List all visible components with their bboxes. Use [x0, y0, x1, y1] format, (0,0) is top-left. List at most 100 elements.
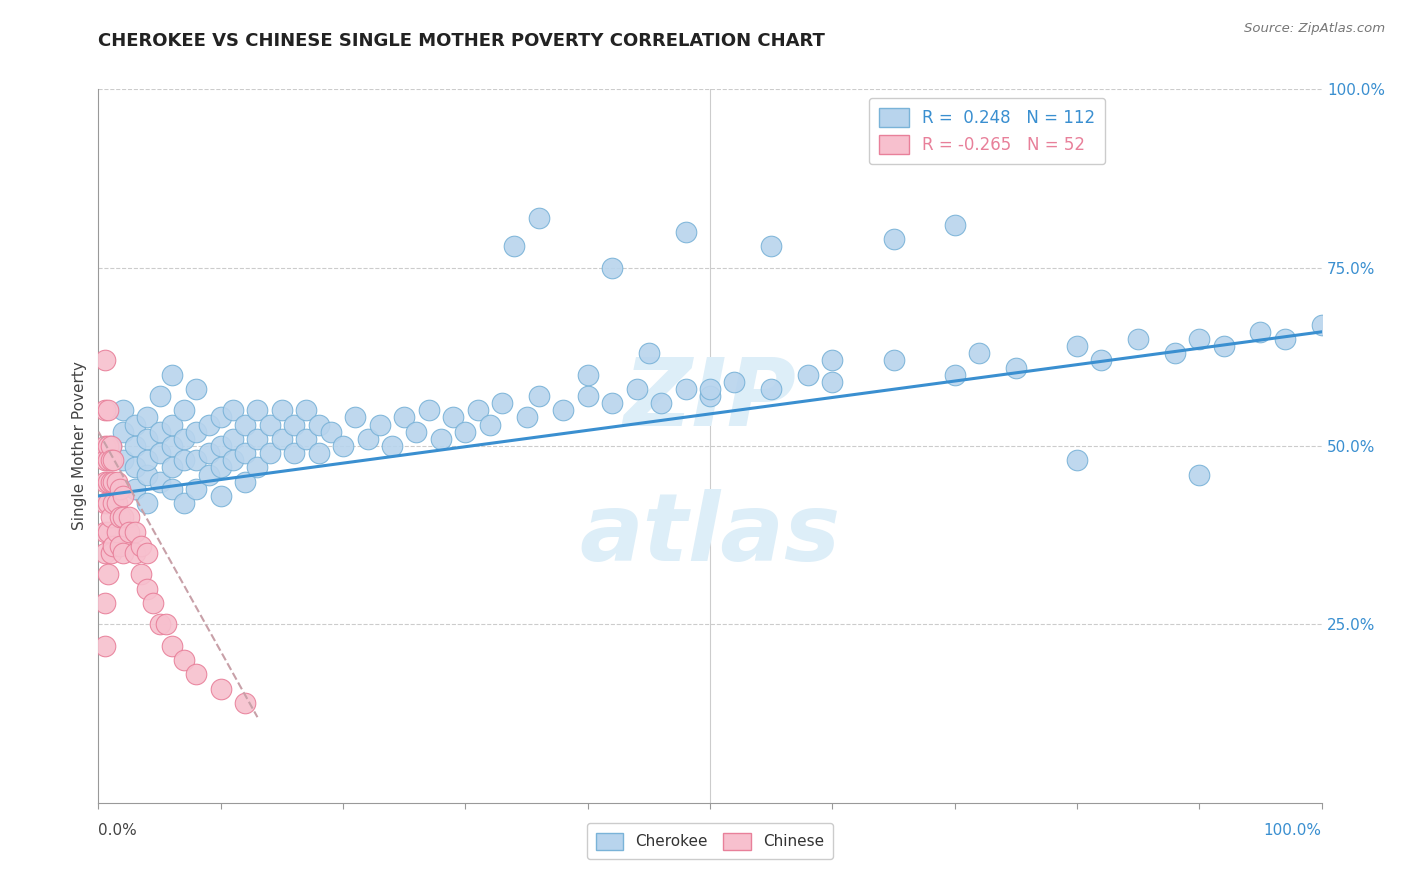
- Point: [883, 353, 905, 368]
- Point: [1128, 332, 1150, 346]
- Point: [1188, 467, 1211, 482]
- Point: [111, 453, 134, 467]
- Point: [97, 524, 120, 539]
- Point: [761, 382, 783, 396]
- Text: CHEROKEE VS CHINESE SINGLE MOTHER POVERTY CORRELATION CHART: CHEROKEE VS CHINESE SINGLE MOTHER POVERT…: [98, 32, 825, 50]
- Point: [197, 446, 219, 460]
- Point: [246, 432, 269, 446]
- Point: [93, 439, 115, 453]
- Point: [1310, 318, 1333, 332]
- Point: [100, 546, 122, 560]
- Point: [650, 396, 672, 410]
- Point: [100, 439, 122, 453]
- Text: ZIP: ZIP: [624, 354, 796, 446]
- Point: [1212, 339, 1234, 353]
- Point: [186, 482, 208, 496]
- Point: [246, 460, 269, 475]
- Point: [160, 460, 183, 475]
- Point: [97, 403, 120, 417]
- Point: [111, 510, 134, 524]
- Point: [105, 524, 128, 539]
- Point: [527, 211, 550, 225]
- Legend: Cherokee, Chinese: Cherokee, Chinese: [586, 823, 834, 859]
- Point: [186, 382, 208, 396]
- Point: [308, 417, 330, 432]
- Y-axis label: Single Mother Poverty: Single Mother Poverty: [72, 361, 87, 531]
- Point: [186, 453, 208, 467]
- Point: [101, 539, 124, 553]
- Point: [441, 410, 464, 425]
- Point: [149, 617, 172, 632]
- Point: [160, 439, 183, 453]
- Point: [97, 439, 120, 453]
- Point: [111, 546, 134, 560]
- Point: [283, 446, 305, 460]
- Point: [295, 432, 318, 446]
- Point: [723, 375, 745, 389]
- Point: [101, 475, 124, 489]
- Point: [626, 382, 648, 396]
- Point: [1188, 332, 1211, 346]
- Point: [110, 482, 132, 496]
- Text: 100.0%: 100.0%: [1264, 823, 1322, 838]
- Point: [344, 410, 367, 425]
- Point: [527, 389, 550, 403]
- Point: [93, 496, 115, 510]
- Point: [186, 667, 208, 681]
- Point: [319, 425, 342, 439]
- Point: [186, 425, 208, 439]
- Point: [467, 403, 489, 417]
- Point: [883, 232, 905, 246]
- Point: [111, 403, 134, 417]
- Point: [111, 489, 134, 503]
- Point: [553, 403, 575, 417]
- Point: [209, 460, 232, 475]
- Point: [97, 496, 120, 510]
- Point: [97, 475, 120, 489]
- Point: [93, 453, 115, 467]
- Point: [173, 403, 195, 417]
- Point: [295, 403, 318, 417]
- Point: [93, 546, 115, 560]
- Point: [675, 225, 697, 239]
- Point: [160, 368, 183, 382]
- Point: [100, 453, 122, 467]
- Point: [111, 425, 134, 439]
- Point: [136, 496, 159, 510]
- Point: [209, 681, 232, 696]
- Point: [129, 567, 152, 582]
- Point: [392, 410, 416, 425]
- Point: [136, 453, 159, 467]
- Point: [160, 639, 183, 653]
- Point: [118, 524, 141, 539]
- Point: [1066, 453, 1088, 467]
- Point: [222, 432, 245, 446]
- Point: [356, 432, 378, 446]
- Point: [136, 432, 159, 446]
- Point: [101, 496, 124, 510]
- Point: [209, 439, 232, 453]
- Point: [197, 417, 219, 432]
- Point: [478, 417, 501, 432]
- Point: [576, 368, 599, 382]
- Point: [136, 467, 159, 482]
- Point: [93, 524, 115, 539]
- Point: [155, 617, 177, 632]
- Point: [124, 439, 146, 453]
- Point: [1164, 346, 1187, 360]
- Point: [136, 582, 159, 596]
- Point: [142, 596, 165, 610]
- Point: [332, 439, 354, 453]
- Text: atlas: atlas: [579, 489, 841, 581]
- Point: [124, 417, 146, 432]
- Point: [197, 467, 219, 482]
- Point: [136, 546, 159, 560]
- Point: [93, 596, 115, 610]
- Point: [270, 432, 294, 446]
- Point: [222, 453, 245, 467]
- Point: [97, 567, 120, 582]
- Point: [93, 639, 115, 653]
- Point: [100, 510, 122, 524]
- Point: [943, 368, 966, 382]
- Point: [149, 425, 172, 439]
